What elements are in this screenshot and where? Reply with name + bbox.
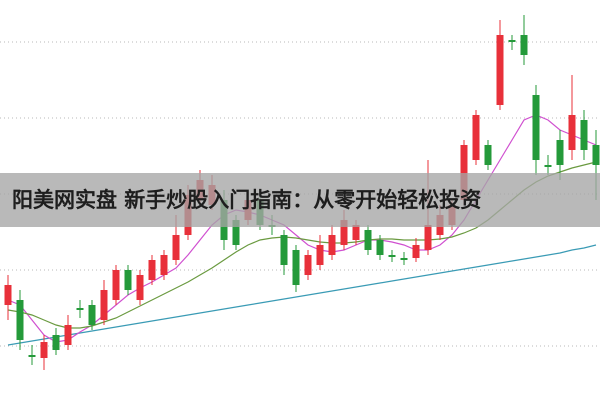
candle-body <box>28 355 36 357</box>
candle-body <box>328 235 336 255</box>
candle-body <box>100 290 108 320</box>
candle-body <box>172 235 180 260</box>
candle-body <box>52 335 60 350</box>
candle-body <box>112 270 120 300</box>
candle-body <box>136 275 144 300</box>
candle-body <box>544 165 552 167</box>
candle-body <box>148 260 156 280</box>
candle-body <box>352 225 360 240</box>
candle-body <box>280 235 288 265</box>
candle-body <box>124 270 132 290</box>
candle-body <box>316 245 324 265</box>
candle-body <box>412 245 420 258</box>
candle-body <box>160 255 168 275</box>
candle-body <box>304 255 312 275</box>
candle-body <box>4 285 12 305</box>
candle-body <box>16 300 24 340</box>
candle-body <box>364 230 372 250</box>
candle-body <box>484 145 492 165</box>
candle-body <box>388 255 396 257</box>
candle-body <box>88 305 96 325</box>
candle-body <box>232 220 240 245</box>
candle-body <box>580 120 588 150</box>
candle-body <box>496 35 504 105</box>
chart-title: 阳美网实盘 新手炒股入门指南：从零开始轻松投资 <box>12 188 481 212</box>
candle-body <box>376 240 384 255</box>
candle-body <box>472 115 480 160</box>
candle-body <box>40 342 48 358</box>
moving-average-line <box>7 244 597 346</box>
candle-body <box>532 95 540 160</box>
candle-body <box>556 140 564 165</box>
title-banner <box>0 173 600 227</box>
candle-body <box>340 220 348 245</box>
candle-body <box>592 145 600 165</box>
candle-body <box>64 325 72 345</box>
candle-body <box>424 225 432 250</box>
candle-body <box>460 145 468 200</box>
candle-body <box>508 40 516 42</box>
candle-body <box>400 258 408 260</box>
candle-body <box>568 115 576 150</box>
candle-body <box>292 250 300 285</box>
candle-body <box>76 308 84 310</box>
moving-average-line <box>7 114 597 343</box>
candle-body <box>520 35 528 55</box>
